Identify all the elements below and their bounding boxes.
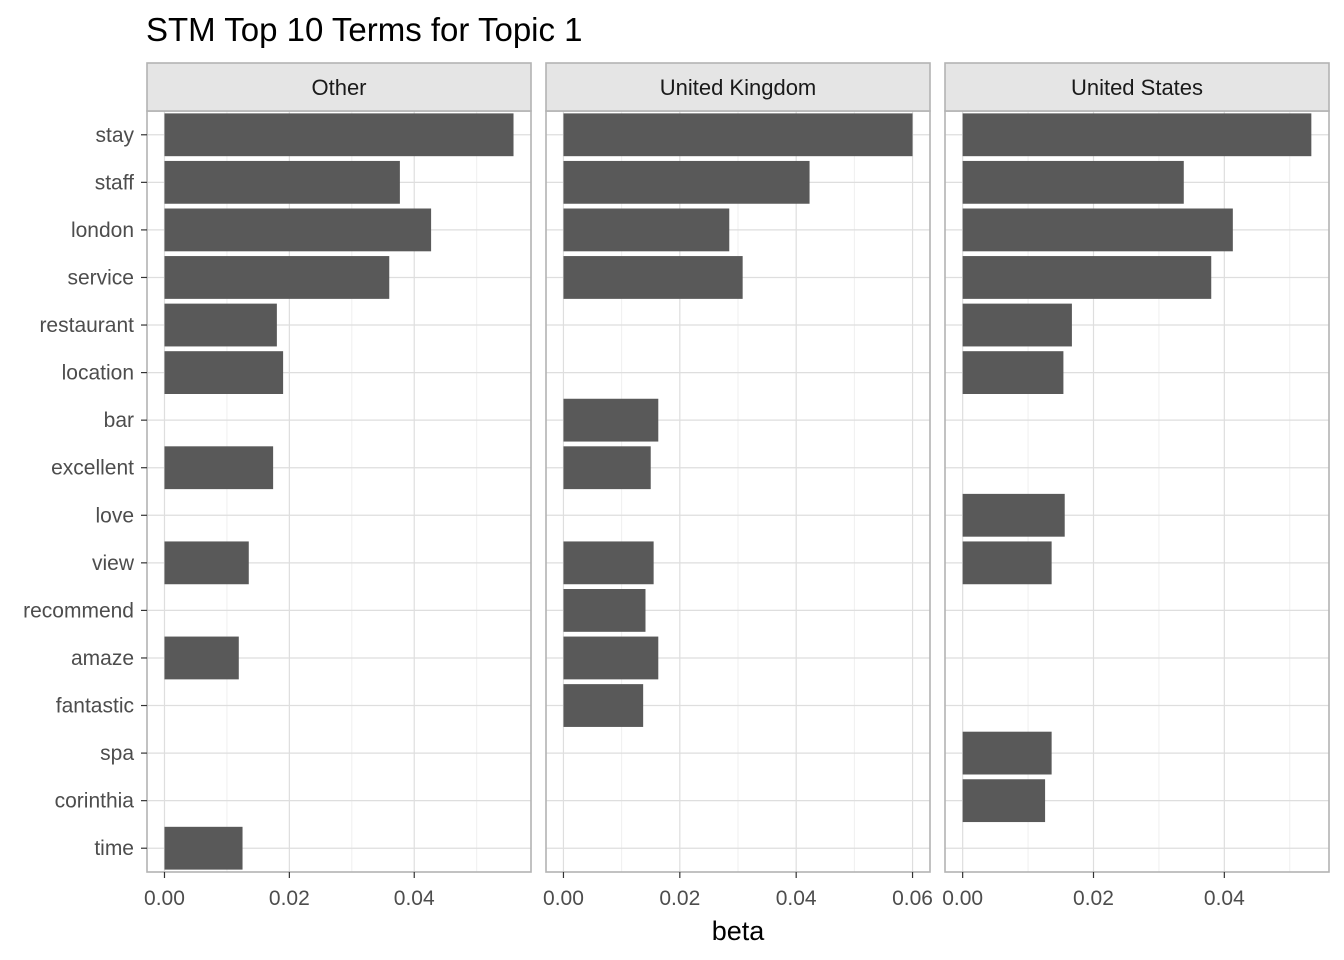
y-tick-label: excellent — [51, 457, 134, 480]
bar-london — [164, 208, 432, 252]
bar-location — [164, 351, 284, 394]
facet-panels: Other 0.00 0.02 0.04 United Kingdom 0.00 0.02 0… — [144, 62, 1330, 910]
facet-panel: United Kingdom 0.00 0.02 0.04 0.06 — [543, 62, 933, 910]
bar-corinthia — [962, 779, 1046, 823]
bar-stay — [563, 113, 913, 157]
bar-staff — [962, 160, 1184, 204]
facet-panel: United States 0.00 0.02 0.04 — [942, 62, 1330, 910]
x-tick-label: 0.02 — [1073, 887, 1114, 910]
x-tick-label: 0.06 — [892, 887, 933, 910]
bar-time — [164, 826, 243, 870]
bar-location — [962, 351, 1064, 394]
y-tick-label: bar — [104, 409, 134, 432]
bar-restaurant — [164, 303, 277, 347]
bar-fantastic — [563, 684, 644, 727]
y-tick-label: spa — [100, 742, 134, 765]
bar-love — [962, 493, 1065, 537]
bar-service — [563, 256, 743, 299]
x-tick-label: 0.04 — [1204, 887, 1245, 910]
bar-staff — [563, 160, 810, 204]
y-tick-label: amaze — [71, 647, 134, 670]
facet-strip-label: Other — [311, 75, 366, 100]
x-tick-label: 0.04 — [776, 887, 817, 910]
x-tick-label: 0.00 — [942, 887, 983, 910]
x-axis-title: beta — [712, 916, 766, 946]
facet-strip-label: United Kingdom — [660, 75, 817, 100]
bar-london — [962, 208, 1233, 252]
x-tick-label: 0.02 — [659, 887, 700, 910]
x-tick-label: 0.00 — [543, 887, 584, 910]
y-tick-label: restaurant — [39, 314, 134, 337]
bar-recommend — [563, 589, 646, 632]
facet-strip-label: United States — [1071, 75, 1203, 100]
bar-london — [563, 208, 730, 252]
y-tick-label: london — [71, 219, 134, 242]
y-tick-label: stay — [95, 124, 134, 147]
y-tick-label: view — [92, 552, 135, 575]
y-axis: stay staff london service restaurant location… — [23, 124, 147, 860]
facet-strip — [944, 62, 1330, 112]
x-tick-label: 0.02 — [269, 887, 310, 910]
y-tick-label: location — [62, 362, 134, 385]
y-tick-label: staff — [95, 171, 134, 194]
facet-panel: Other 0.00 0.02 0.04 — [144, 62, 532, 910]
bar-excellent — [563, 446, 651, 490]
facet-strip — [146, 62, 532, 112]
bar-bar — [563, 398, 659, 442]
y-tick-label: corinthia — [55, 790, 135, 813]
bar-service — [962, 256, 1212, 299]
y-tick-label: time — [94, 837, 134, 860]
bar-stay — [164, 113, 514, 157]
bar-excellent — [164, 446, 274, 490]
bar-amaze — [164, 636, 239, 680]
y-tick-label: love — [95, 504, 134, 527]
chart-title: STM Top 10 Terms for Topic 1 — [146, 11, 583, 48]
y-tick-label: fantastic — [56, 695, 134, 718]
x-tick-label: 0.00 — [144, 887, 185, 910]
bar-spa — [962, 731, 1052, 775]
bar-amaze — [563, 636, 659, 680]
bar-view — [563, 541, 654, 585]
bar-service — [164, 256, 390, 299]
bar-view — [164, 541, 249, 585]
y-tick-label: service — [67, 266, 134, 289]
bar-view — [962, 541, 1052, 585]
bar-stay — [962, 113, 1312, 157]
facet-strip — [545, 62, 931, 112]
bar-staff — [164, 160, 400, 204]
y-tick-label: recommend — [23, 599, 134, 622]
x-tick-label: 0.04 — [394, 887, 435, 910]
bar-restaurant — [962, 303, 1072, 347]
